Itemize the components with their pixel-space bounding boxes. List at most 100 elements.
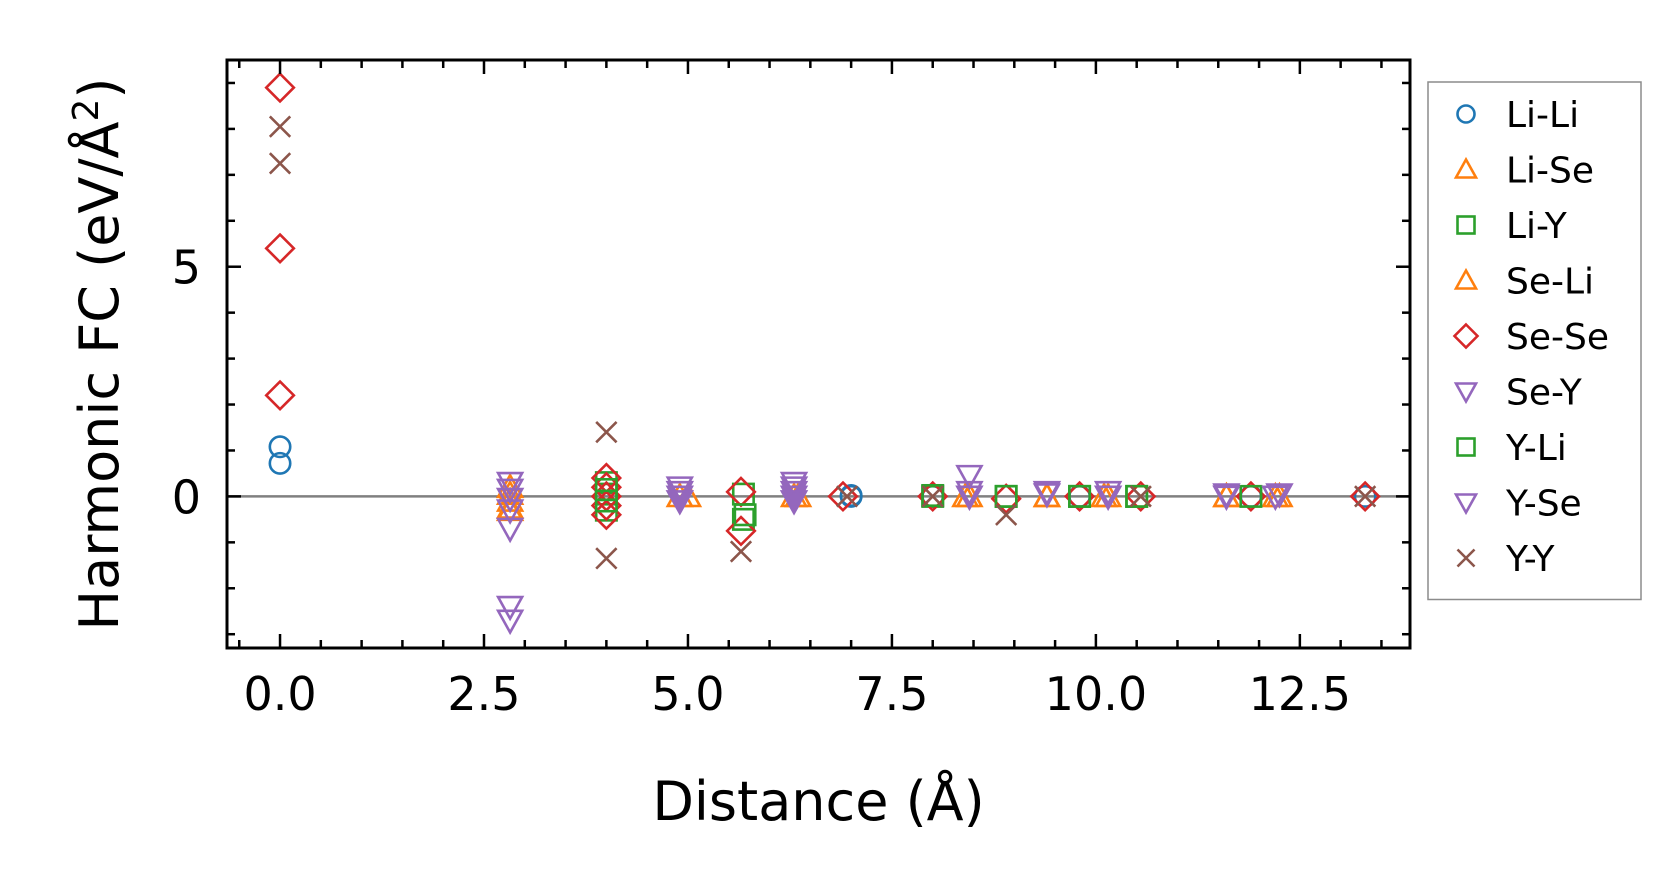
legend-marker [1453, 267, 1479, 290]
data-point [264, 71, 296, 104]
series-y-se [495, 476, 1290, 525]
data-point [1353, 484, 1377, 508]
x-tick-label: 5.0 [651, 667, 724, 721]
data-point [995, 503, 1018, 526]
legend-item: Li-Se [1453, 151, 1594, 192]
legend-item: Li-Y [1456, 206, 1568, 247]
data-point [1212, 485, 1241, 512]
data-point [779, 480, 809, 507]
legend-label: Y-Se [1505, 484, 1582, 525]
legend-marker [1456, 437, 1476, 457]
legend-label: Li-Li [1506, 95, 1579, 136]
data-point [955, 480, 984, 507]
legend-box [1427, 81, 1642, 601]
data-point [495, 471, 525, 498]
legend-label: Se-Y [1506, 373, 1583, 414]
legend-item: Se-Se [1452, 317, 1609, 358]
data-point [264, 379, 296, 411]
plot-frame [225, 58, 1412, 650]
series-se-se [264, 71, 1381, 547]
legend-marker [1453, 382, 1479, 405]
y-axis-label-superscript: 2 [66, 99, 107, 122]
x-axis-label: Distance (Å) [652, 769, 984, 833]
data-point [729, 540, 753, 563]
data-point [495, 478, 525, 505]
data-point [1032, 483, 1062, 509]
data-point [779, 471, 809, 498]
data-point [1125, 480, 1157, 513]
legend-label: Y-Li [1505, 428, 1567, 469]
series-y-y [268, 115, 1377, 570]
y-tick-label: 5 [172, 241, 201, 295]
data-point [268, 115, 292, 138]
data-point [1093, 485, 1123, 512]
legend-label: Y-Y [1505, 539, 1555, 580]
data-point [1239, 484, 1263, 508]
data-point [725, 476, 757, 508]
legend-marker [1456, 104, 1476, 124]
legend-item: Se-Y [1453, 373, 1583, 414]
data-point [994, 484, 1018, 508]
legend-label: Se-Li [1506, 262, 1594, 303]
data-point [665, 480, 695, 507]
legend-item: Li-Li [1456, 95, 1579, 136]
series-se-y [495, 464, 1294, 636]
data-point [665, 490, 695, 516]
x-tick-label: 10.0 [1045, 667, 1147, 721]
x-tick-label: 0.0 [243, 667, 316, 721]
data-point [779, 476, 809, 502]
legend-item: Y-Y [1456, 539, 1555, 580]
x-tick-label: 2.5 [447, 667, 520, 721]
data-point [733, 503, 757, 527]
data-point [495, 499, 525, 525]
legend-item: Se-Li [1453, 262, 1594, 303]
data-point [839, 483, 863, 507]
data-point [1265, 483, 1294, 509]
data-point [779, 490, 809, 516]
data-point [665, 476, 695, 502]
data-point [1068, 484, 1092, 508]
axis-ticks [227, 60, 1410, 648]
data-point [1129, 485, 1152, 508]
data-point [264, 232, 296, 264]
data-point [594, 489, 618, 513]
series-y-li [594, 478, 1263, 527]
data-point [495, 609, 525, 636]
y-tick-labels: 05 [172, 241, 201, 525]
legend-item: Y-Se [1453, 484, 1582, 525]
y-axis-label-main: Harmonic FC (eV/Å [67, 121, 131, 630]
data-point [1349, 480, 1381, 513]
data-point [731, 507, 755, 531]
data-point [955, 464, 984, 491]
data-point [1261, 485, 1290, 512]
data-point [1093, 480, 1123, 507]
data-point [1354, 485, 1377, 508]
legend-marker [1452, 322, 1480, 350]
y-tick-label: 0 [172, 470, 201, 524]
legend-marker [1453, 156, 1479, 179]
data-point [665, 485, 695, 512]
y-axis-label: Harmonic FC (eV/Å2) [66, 78, 132, 631]
data-point [1125, 484, 1149, 508]
data-point [921, 483, 945, 507]
legend-marker [1456, 215, 1476, 235]
x-tick-label: 12.5 [1249, 667, 1351, 721]
data-point [495, 517, 525, 544]
data-point [268, 152, 292, 175]
data-point [495, 595, 525, 622]
legend-item: Y-Li [1456, 428, 1567, 469]
legend-marker [1456, 548, 1476, 568]
data-point [268, 435, 292, 459]
y-axis-label-close: ) [68, 78, 131, 99]
legend-marker [1453, 493, 1479, 516]
data-point [955, 485, 984, 512]
data-point [595, 547, 618, 570]
legend-label: Li-Y [1506, 206, 1568, 247]
legend: Li-Li Li-Se Li-Y Se-Li Se-Se Se-Y Y-Li Y-Se Y-Y [1427, 81, 1642, 601]
x-tick-labels: 0.0 2.5 5.0 7.5 10.0 12.5 [243, 667, 1351, 721]
data-point [268, 451, 292, 475]
legend-label: Se-Se [1506, 317, 1609, 358]
data-point [835, 485, 859, 508]
data-point [595, 420, 618, 444]
